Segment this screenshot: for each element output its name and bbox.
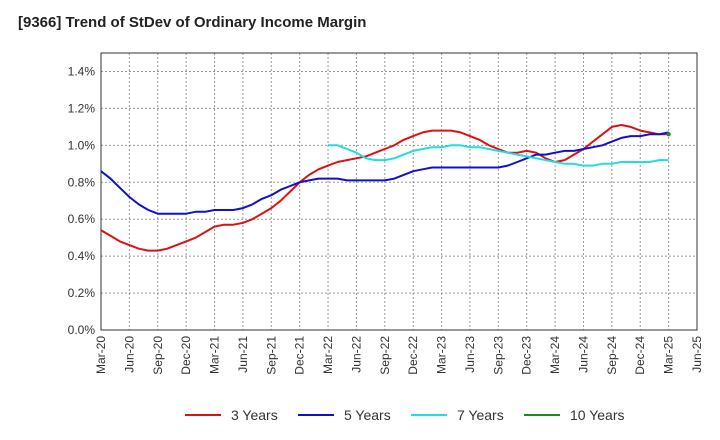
legend-item: 3 Years [185, 402, 278, 428]
x-tick-labels: Mar-20 Jun-20 Sep-20 Dec-20 Mar-21 Jun-21 Sep-… [94, 336, 704, 375]
x-tick-label: Dec-21 [293, 336, 307, 375]
x-tick-label: Mar-22 [321, 336, 335, 374]
legend-item: 7 Years [411, 402, 504, 428]
grid-lines [100, 53, 698, 331]
legend-label: 7 Years [457, 407, 504, 423]
legend-label: 10 Years [570, 407, 625, 423]
x-tick-label: Mar-23 [435, 336, 449, 374]
x-tick-label: Mar-24 [548, 336, 562, 374]
x-tick-label: Dec-24 [633, 336, 647, 375]
legend-swatch [298, 414, 334, 416]
legend-label: 3 Years [231, 407, 278, 423]
axes [100, 52, 698, 331]
x-tick-label: Jun-21 [236, 336, 250, 373]
y-tick-label: 0.8% [68, 175, 96, 189]
series-line-5-years [100, 131, 669, 215]
y-tick-label: 1.0% [68, 138, 96, 152]
legend: 3 Years 5 Years 7 Years 10 Years [0, 402, 720, 428]
x-tick-label: Jun-22 [349, 336, 363, 373]
legend-swatch [411, 414, 447, 416]
x-tick-label: Jun-25 [690, 336, 704, 373]
series-lines [100, 124, 671, 252]
x-tick-label: Dec-20 [179, 336, 193, 375]
legend-item: 5 Years [298, 402, 391, 428]
y-tick-label: 0.4% [68, 249, 96, 263]
x-tick-label: Mar-21 [208, 336, 222, 374]
y-tick-label: 0.0% [68, 323, 96, 337]
x-tick-label: Mar-20 [94, 336, 108, 374]
x-tick-label: Sep-23 [491, 336, 505, 375]
y-tick-labels: 0.0% 0.2% 0.4% 0.6% 0.8% 1.0% 1.2% 1.4% [68, 64, 96, 337]
x-tick-label: Sep-21 [264, 336, 278, 375]
x-tick-label: Dec-22 [406, 336, 420, 375]
y-tick-label: 0.2% [68, 286, 96, 300]
legend-swatch [185, 414, 221, 416]
x-tick-label: Sep-22 [378, 336, 392, 375]
chart-title: [9366] Trend of StDev of Ordinary Income… [18, 14, 367, 31]
series-line-3-years [100, 124, 669, 252]
legend-swatch [524, 414, 560, 416]
x-tick-label: Jun-23 [463, 336, 477, 373]
plot-frame [100, 52, 698, 331]
series-line-7-years [328, 144, 669, 167]
x-tick-label: Mar-25 [662, 336, 676, 374]
x-tick-label: Dec-23 [520, 336, 534, 375]
y-tick-label: 0.6% [68, 212, 96, 226]
y-tick-label: 1.2% [68, 101, 96, 115]
y-tick-label: 1.4% [68, 64, 96, 78]
x-tick-label: Sep-24 [605, 336, 619, 375]
legend-item: 10 Years [524, 402, 625, 428]
x-tick-label: Sep-20 [151, 336, 165, 375]
legend-label: 5 Years [344, 407, 391, 423]
series-point-10-years [666, 132, 671, 137]
x-tick-label: Jun-24 [576, 336, 590, 373]
x-tick-label: Jun-20 [122, 336, 136, 373]
